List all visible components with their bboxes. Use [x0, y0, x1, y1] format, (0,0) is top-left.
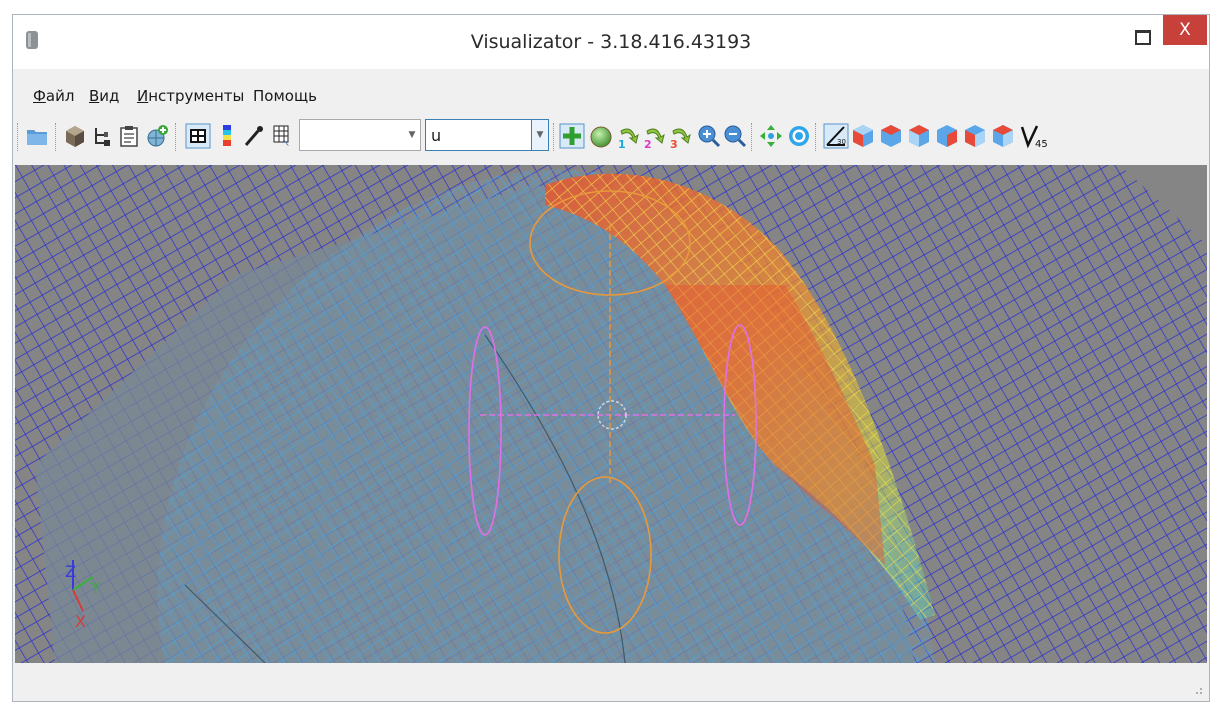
toolbar-separator: [815, 123, 818, 151]
tree-icon[interactable]: [91, 123, 115, 149]
view-cube-right-icon[interactable]: [935, 123, 959, 149]
orientation-triad: Z Y X: [65, 560, 101, 631]
menu-help[interactable]: Помощь: [253, 87, 317, 105]
globe-add-icon[interactable]: [145, 123, 169, 149]
menu-view-accel: В: [89, 87, 100, 105]
grid-icon[interactable]: [185, 123, 211, 149]
menu-file[interactable]: Файл: [33, 87, 74, 105]
fit-view-icon[interactable]: [759, 123, 783, 149]
zoom-out-icon[interactable]: [723, 123, 747, 149]
clipboard-icon[interactable]: [117, 123, 141, 149]
toolbar-separator: [751, 123, 754, 151]
rotate-y-icon[interactable]: 2: [643, 123, 667, 149]
toolbar: ▼ u ▼ 1 2 3 30 45: [13, 111, 1209, 163]
3d-viewport[interactable]: Z Y X: [15, 165, 1207, 663]
app-logo-icon: [26, 31, 38, 49]
rotation-ring-bottom: [558, 476, 652, 634]
svg-text:3: 3: [670, 138, 678, 149]
angle-45-icon[interactable]: 45: [1019, 123, 1049, 149]
cube-icon[interactable]: [63, 123, 87, 149]
pivot-marker: [597, 400, 627, 430]
svg-text:30: 30: [837, 138, 846, 146]
dome-mesh-tint: [157, 169, 935, 663]
stress-hotspot: [665, 285, 885, 565]
rotation-ring-right: [723, 324, 757, 526]
view-cube-back-icon[interactable]: [879, 123, 903, 149]
sphere-icon[interactable]: [589, 123, 613, 149]
target-icon[interactable]: [787, 123, 811, 149]
menu-tools-accel: И: [137, 87, 149, 105]
menu-view[interactable]: Вид: [89, 87, 119, 105]
toolbar-separator: [553, 123, 556, 151]
view-cube-iso-icon[interactable]: [991, 123, 1015, 149]
view-cube-top-icon[interactable]: [963, 123, 987, 149]
component-select-value: u: [431, 126, 442, 145]
open-folder-icon[interactable]: [25, 123, 49, 149]
toolbar-separator: [55, 123, 58, 151]
axis-z-label: Z: [65, 562, 76, 581]
toolbar-separator: [17, 123, 20, 151]
rotation-ring-left: [468, 326, 502, 536]
menu-bar: Файл Вид Инструменты Помощь: [13, 83, 1209, 109]
eyedropper-icon[interactable]: [241, 123, 265, 149]
menu-help-label: Помощь: [253, 87, 317, 105]
chevron-down-icon: ▼: [531, 120, 548, 150]
grid-select-icon[interactable]: [269, 123, 293, 149]
view-cube-front-icon[interactable]: [851, 123, 875, 149]
menu-view-label: ид: [99, 87, 120, 105]
close-button[interactable]: X: [1163, 15, 1207, 45]
svg-text:1: 1: [618, 138, 626, 149]
app-window: Visualizator - 3.18.416.43193 X Файл Вид…: [12, 14, 1210, 702]
zoom-in-icon[interactable]: [697, 123, 721, 149]
status-bar: [13, 665, 1209, 701]
resize-grip-icon[interactable]: [1193, 685, 1203, 695]
menu-tools[interactable]: Инструменты: [137, 87, 244, 105]
angle-30-icon[interactable]: 30: [823, 123, 849, 149]
mesh-edge-line: [484, 334, 626, 663]
axis-x-label: X: [75, 612, 86, 631]
menu-tools-label: нструменты: [148, 87, 245, 105]
svg-text:45: 45: [1035, 139, 1048, 149]
dome-mesh: [157, 169, 935, 663]
view-cube-left-icon[interactable]: [907, 123, 931, 149]
window-title: Visualizator - 3.18.416.43193: [470, 31, 752, 53]
background-corner: [1120, 165, 1207, 245]
axis-y-label: Y: [90, 579, 101, 597]
toolbar-separator: [175, 123, 178, 151]
chevron-down-icon: ▼: [408, 130, 416, 140]
fem-mesh-scene: Z Y X: [15, 165, 1207, 663]
maximize-button[interactable]: [1127, 23, 1157, 49]
crosshair-icon[interactable]: [559, 123, 585, 149]
color-scale-icon[interactable]: [215, 123, 239, 149]
rotate-x-icon[interactable]: 1: [617, 123, 641, 149]
field-select[interactable]: ▼: [299, 119, 421, 151]
rotation-ring-top: [529, 190, 691, 296]
svg-text:2: 2: [644, 138, 652, 149]
menu-file-accel: Ф: [33, 87, 46, 105]
menu-file-label: айл: [45, 87, 75, 105]
rotate-z-icon[interactable]: 3: [669, 123, 693, 149]
stress-band-mesh: [545, 173, 935, 620]
component-select[interactable]: u ▼: [425, 119, 549, 151]
title-bar[interactable]: Visualizator - 3.18.416.43193 X: [13, 15, 1209, 69]
mesh-edge-line: [184, 584, 266, 663]
